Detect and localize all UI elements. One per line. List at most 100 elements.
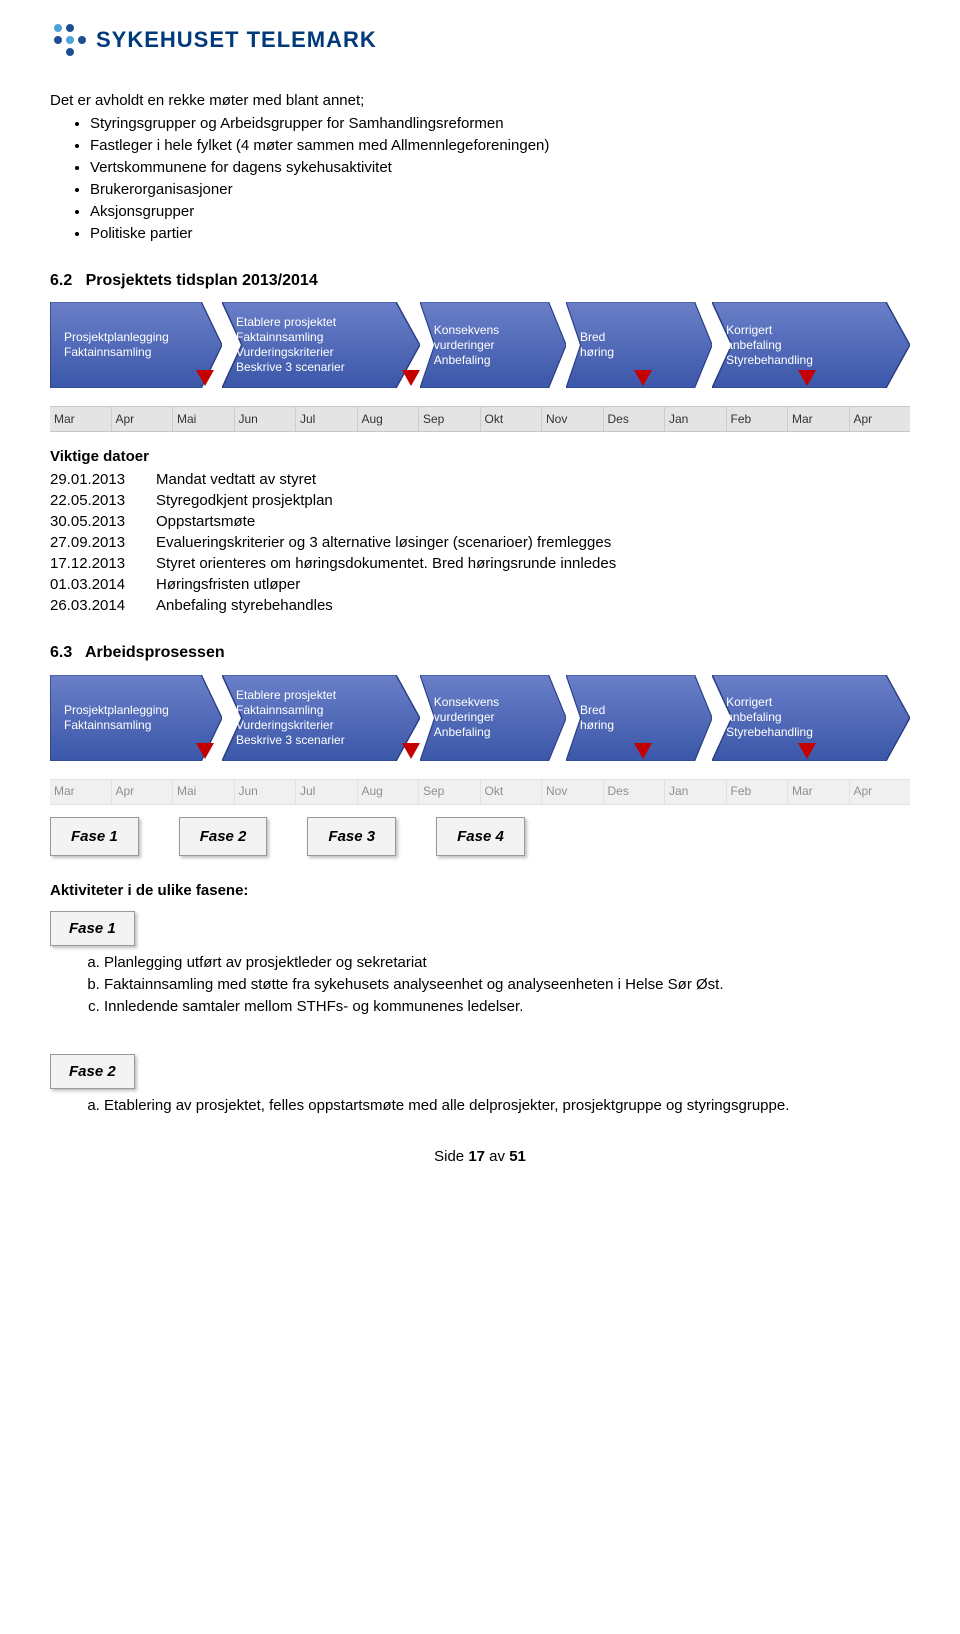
timeline-diagram-1: ProsjektplanleggingFaktainnsamling Etabl… — [50, 302, 910, 432]
fase1-item: Faktainnsamling med støtte fra sykehuset… — [104, 974, 910, 995]
phase-line: høring — [580, 345, 706, 360]
date-desc: Styret orienteres om høringsdokumentet. … — [156, 553, 910, 574]
date-row: 27.09.2013 Evalueringskriterier og 3 alte… — [50, 532, 910, 553]
phase-line: vurderinger — [434, 338, 560, 353]
month-cell: Mar — [788, 780, 850, 804]
date-row: 22.05.2013 Styregodkjent prosjektplan — [50, 490, 910, 511]
intro-bullet: Fastleger i hele fylket (4 møter sammen … — [90, 135, 910, 156]
phase-line: anbefaling — [726, 338, 904, 353]
date-value: 22.05.2013 — [50, 490, 138, 511]
month-cell: Jul — [296, 780, 358, 804]
phase-line: Beskrive 3 scenarier — [236, 733, 414, 748]
intro-bullets: Styringsgrupper og Arbeidsgrupper for Sa… — [50, 113, 910, 244]
phase-line: Anbefaling — [434, 353, 560, 368]
phase-line: Faktainnsamling — [236, 703, 414, 718]
phase-line: Etablere prosjektet — [236, 688, 414, 703]
fase-1-items: Planlegging utført av prosjektleder og s… — [50, 952, 910, 1017]
logo: SYKEHUSET TELEMARK — [50, 20, 910, 60]
month-cell: Aug — [358, 780, 420, 804]
phase-line: Prosjektplanlegging — [64, 330, 216, 345]
date-row: 26.03.2014 Anbefaling styrebehandles — [50, 595, 910, 616]
month-cell: Jun — [235, 780, 297, 804]
month-cell: Mai — [173, 407, 235, 431]
date-desc: Evalueringskriterier og 3 alternative lø… — [156, 532, 910, 553]
timeline-phase: Etablere prosjektetFaktainnsamlingVurder… — [222, 302, 420, 388]
month-cell: Apr — [112, 407, 174, 431]
phase-line: Styrebehandling — [726, 725, 904, 740]
important-dates: Viktige datoer 29.01.2013Mandat vedtatt … — [50, 446, 910, 616]
intro-bullet: Vertskommunene for dagens sykehusaktivit… — [90, 157, 910, 178]
activities-title: Aktiviteter i de ulike fasene: — [50, 880, 910, 901]
date-row: 17.12.2013Styret orienteres om høringsdo… — [50, 553, 910, 574]
month-cell: Jul — [296, 407, 358, 431]
timeline-phase: ProsjektplanleggingFaktainnsamling — [50, 302, 222, 388]
fase-2-items: Etablering av prosjektet, felles oppstar… — [50, 1095, 910, 1116]
intro-text: Det er avholdt en rekke møter med blant … — [50, 90, 910, 111]
timeline-phase: Etablere prosjektetFaktainnsamlingVurder… — [222, 675, 420, 761]
fase-2-box: Fase 2 — [50, 1054, 135, 1089]
month-cell: Apr — [850, 407, 911, 431]
timeline-phase: KonsekvensvurderingerAnbefaling — [420, 302, 566, 388]
fase-1-box: Fase 1 — [50, 911, 135, 946]
dates-title: Viktige datoer — [50, 446, 910, 467]
date-row: 30.05.2013 Oppstartsmøte — [50, 511, 910, 532]
phase-line: Konsekvens — [434, 695, 560, 710]
phase-line: Faktainnsamling — [236, 330, 414, 345]
logo-text: SYKEHUSET TELEMARK — [96, 25, 377, 56]
phase-line: Korrigert — [726, 695, 904, 710]
intro-bullet: Brukerorganisasjoner — [90, 179, 910, 200]
section-6-3-num: 6.3 — [50, 644, 72, 661]
timeline-phase: ProsjektplanleggingFaktainnsamling — [50, 675, 222, 761]
date-desc: Mandat vedtatt av styret — [156, 469, 910, 490]
phase-line: Vurderingskriterier — [236, 345, 414, 360]
phase-line: Beskrive 3 scenarier — [236, 360, 414, 375]
timeline-phase: KorrigertanbefalingStyrebehandling — [712, 302, 910, 388]
date-value: 27.09.2013 — [50, 532, 138, 553]
phase-line: Prosjektplanlegging — [64, 703, 216, 718]
intro-bullet: Politiske partier — [90, 223, 910, 244]
month-cell: Apr — [112, 780, 174, 804]
section-6-2-heading: 6.2 Prosjektets tidsplan 2013/2014 — [50, 270, 910, 292]
month-cell: Feb — [727, 780, 789, 804]
month-cell: Mar — [50, 407, 112, 431]
footer-suffix: av — [485, 1148, 509, 1165]
section-6-3-heading: 6.3 Arbeidsprosessen — [50, 642, 910, 664]
date-desc: Styregodkjent prosjektplan — [156, 490, 910, 511]
timeline-phase: Bredhøring — [566, 675, 712, 761]
footer-total: 51 — [509, 1148, 526, 1165]
phase-line: Faktainnsamling — [64, 718, 216, 733]
month-cell: Feb — [727, 407, 789, 431]
date-desc: Høringsfristen utløper — [156, 574, 910, 595]
phase-line: Styrebehandling — [726, 353, 904, 368]
month-cell: Nov — [542, 407, 604, 431]
month-cell: Okt — [481, 407, 543, 431]
date-value: 01.03.2014 — [50, 574, 138, 595]
timeline-phase: KorrigertanbefalingStyrebehandling — [712, 675, 910, 761]
timeline-phase: KonsekvensvurderingerAnbefaling — [420, 675, 566, 761]
footer-prefix: Side — [434, 1148, 468, 1165]
page-footer: Side 17 av 51 — [50, 1146, 910, 1167]
date-desc: Oppstartsmøte — [156, 511, 910, 532]
footer-page-num: 17 — [468, 1148, 485, 1165]
phase-line: Faktainnsamling — [64, 345, 216, 360]
month-cell: Mar — [50, 780, 112, 804]
phase-line: anbefaling — [726, 710, 904, 725]
date-value: 26.03.2014 — [50, 595, 138, 616]
month-cell: Aug — [358, 407, 420, 431]
date-desc: Anbefaling styrebehandles — [156, 595, 910, 616]
phase-line: vurderinger — [434, 710, 560, 725]
month-cell: Mar — [788, 407, 850, 431]
fase1-item: Planlegging utført av prosjektleder og s… — [104, 952, 910, 973]
month-cell: Okt — [481, 780, 543, 804]
fase2-item: Etablering av prosjektet, felles oppstar… — [104, 1095, 910, 1116]
month-cell: Sep — [419, 407, 481, 431]
fase-box: Fase 2 — [179, 817, 268, 856]
month-cell: Mai — [173, 780, 235, 804]
date-row: 29.01.2013Mandat vedtatt av styret — [50, 469, 910, 490]
date-value: 30.05.2013 — [50, 511, 138, 532]
phase-line: Bred — [580, 330, 706, 345]
phase-line: Bred — [580, 703, 706, 718]
section-6-3-title: Arbeidsprosessen — [85, 644, 225, 661]
month-cell: Apr — [850, 780, 911, 804]
timeline-phase: Bredhøring — [566, 302, 712, 388]
